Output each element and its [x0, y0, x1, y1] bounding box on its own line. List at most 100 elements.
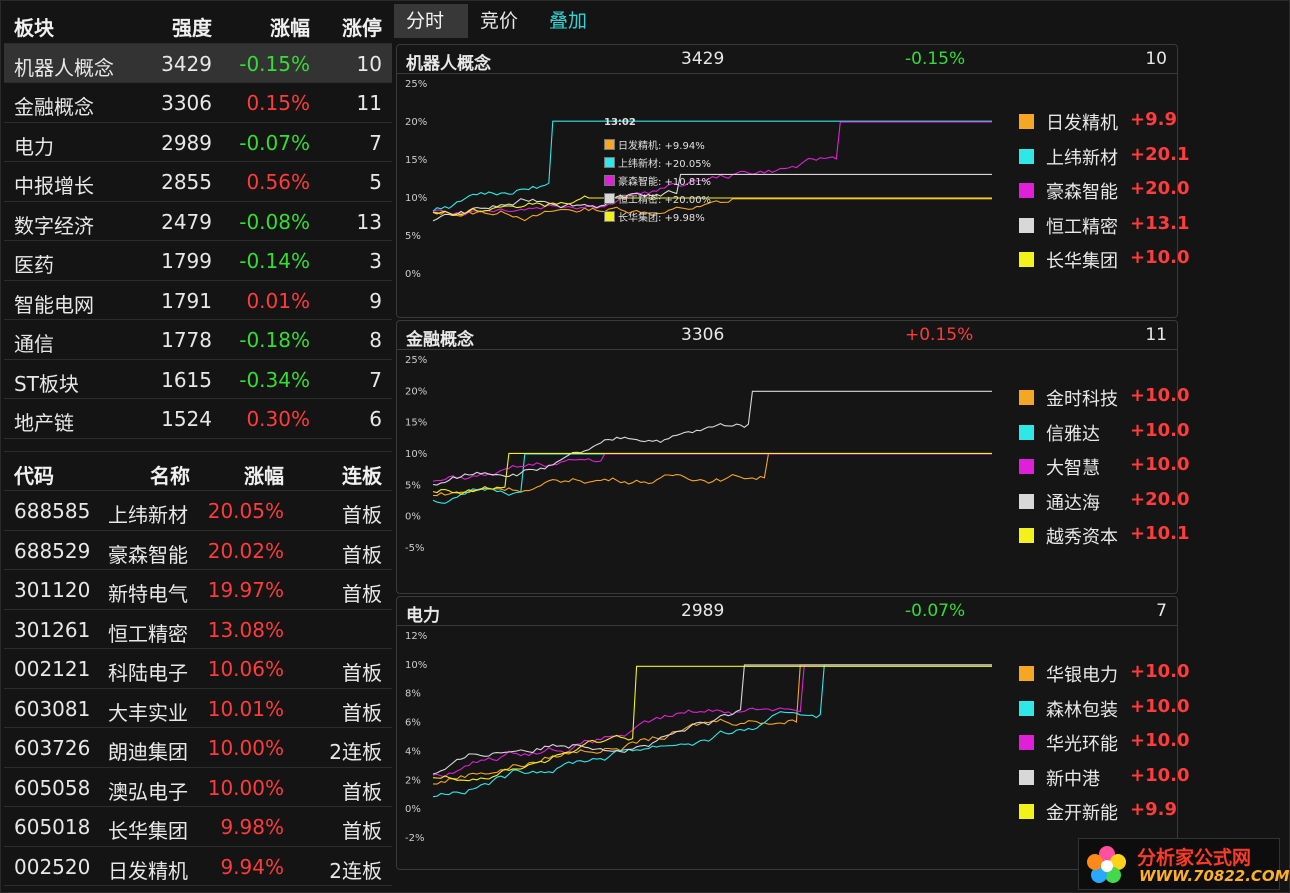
sector-row[interactable]: 智能电网 1791 0.01% 9	[4, 281, 392, 320]
legend-stock-value: +10.0	[1130, 764, 1190, 786]
legend-item[interactable]: 日发精机 +9.9	[1017, 105, 1177, 140]
sector-row[interactable]: 数字经济 2479 -0.08% 13	[4, 202, 392, 241]
legend-swatch	[1019, 493, 1034, 509]
sector-row[interactable]: 医药 1799 -0.14% 3	[4, 241, 392, 281]
legend-item[interactable]: 越秀资本 +10.1	[1017, 519, 1190, 554]
tooltip-value: 日发精机: +9.94%	[618, 141, 705, 152]
legend-item[interactable]: 华光环能 +10.0	[1017, 726, 1190, 761]
series-line	[432, 453, 992, 504]
legend-item[interactable]: 长华集团 +10.0	[1017, 243, 1190, 278]
chart-panel-robot[interactable]: 机器人概念 3429 -0.15% 10 25% 20% 15% 10% 5% 0% 日发精机 +9.…	[396, 44, 1190, 318]
header-name[interactable]: 名称	[150, 463, 190, 488]
stock-change: 20.05%	[207, 499, 284, 523]
sector-strength: 2479	[161, 209, 212, 234]
legend-stock-name: 大智慧	[1046, 458, 1100, 479]
panel-change: -0.07%	[905, 601, 966, 621]
legend-item[interactable]: 信雅达 +10.0	[1017, 416, 1190, 451]
stock-row[interactable]: 688529 豪森智能 20.02% 首板	[4, 531, 392, 570]
sector-row[interactable]: 地产链 1524 0.30% 6	[4, 399, 392, 439]
tooltip-time: 13:02	[604, 117, 636, 128]
stock-row[interactable]: 605018 长华集团 9.98% 首板	[4, 807, 392, 847]
header-stock-change[interactable]: 涨幅	[244, 463, 284, 488]
tooltip-row: 恒工精密: +20.00%	[604, 191, 711, 206]
stock-row[interactable]: 603726 朗迪集团 10.00% 2连板	[4, 728, 392, 768]
legend-item[interactable]: 上纬新材 +20.1	[1017, 140, 1190, 175]
sector-limit-up: 8	[369, 328, 382, 352]
y-tick-label: 0%	[405, 269, 421, 280]
legend-swatch	[1019, 804, 1034, 819]
legend-swatch	[1019, 252, 1034, 267]
stock-name: 长华集团	[108, 819, 188, 843]
chart-panel-power[interactable]: 电力 2989 -0.07% 7 12% 10% 8% 6% 4% 2% 0% -2% 华银电力 +10.…	[396, 596, 1190, 870]
sector-change: -0.08%	[239, 209, 310, 234]
legend-stock-name: 日发精机	[1046, 113, 1118, 134]
chart-panel-finance[interactable]: 金融概念 3306 +0.15% 11 25% 20% 15% 10% 5% 0% -5% 金时科技 +…	[396, 320, 1190, 594]
stock-board: 首板	[342, 542, 382, 567]
y-tick-label: 0%	[405, 804, 421, 815]
sector-name: 电力	[14, 134, 54, 159]
sector-row[interactable]: 通信 1778 -0.18% 8	[4, 320, 392, 360]
stock-change: 10.00%	[207, 775, 284, 800]
legend-stock-name: 金开新能	[1046, 803, 1118, 824]
header-sector[interactable]: 板块	[14, 16, 54, 40]
chart-legend: 日发精机 +9.9 上纬新材 +20.1 豪森智能 +20.0 恒工精密 +13.1 长华集团 +…	[1017, 105, 1190, 278]
legend-item[interactable]: 森林包装 +10.0	[1017, 692, 1190, 727]
stock-row[interactable]: 002520 日发精机 9.94% 2连板	[4, 847, 392, 886]
sector-row[interactable]: ST板块 1615 -0.34% 7	[4, 360, 392, 399]
tab-overlay[interactable]: 叠加	[549, 10, 588, 32]
y-tick-label: 8%	[405, 689, 421, 700]
y-tick-label: 20%	[405, 386, 427, 397]
stock-board: 首板	[342, 700, 382, 725]
tab-auction[interactable]: 竞价	[480, 10, 519, 32]
legend-swatch	[1019, 217, 1034, 233]
stock-row[interactable]: 301261 恒工精密 13.08%	[4, 610, 392, 649]
header-limit-up[interactable]: 涨停	[342, 16, 382, 40]
sector-strength: 1778	[161, 328, 212, 352]
panel-header: 金融概念 3306 +0.15% 11	[397, 321, 1177, 350]
legend-item[interactable]: 恒工精密 +13.1	[1017, 209, 1190, 244]
legend-stock-value: +20.1	[1130, 143, 1190, 165]
legend-item[interactable]: 华银电力 +10.0	[1017, 657, 1190, 692]
stock-row[interactable]: 301120 新特电气 19.97% 首板	[4, 570, 392, 610]
y-tick-label: -5%	[405, 543, 424, 554]
legend-swatch	[1019, 183, 1034, 198]
stock-change: 9.94%	[220, 854, 284, 879]
header-board[interactable]: 连板	[342, 463, 382, 488]
legend-item[interactable]: 豪森智能 +20.0	[1017, 174, 1190, 209]
stock-row[interactable]: 002121 科陆电子 10.06% 首板	[4, 649, 392, 689]
legend-item[interactable]: 金开新能 +9.9	[1017, 795, 1177, 830]
panel-header: 电力 2989 -0.07% 7	[397, 597, 1177, 626]
header-strength[interactable]: 强度	[172, 16, 212, 40]
header-code[interactable]: 代码	[14, 463, 54, 488]
y-tick-label: 25%	[405, 79, 427, 90]
sector-limit-up: 6	[369, 407, 382, 431]
sector-name: 数字经济	[14, 213, 94, 238]
left-panel: 板块 强度 涨幅 涨停 机器人概念 3429 -0.15% 10 金融概念 3306 0.1…	[4, 4, 392, 886]
stock-row[interactable]: 688585 上纬新材 20.05% 首板	[4, 491, 392, 531]
legend-stock-value: +20.0	[1130, 488, 1190, 510]
sector-row[interactable]: 金融概念 3306 0.15% 11	[4, 83, 392, 123]
sector-name: 地产链	[14, 411, 74, 435]
intraday-chart: 25% 20% 15% 10% 5% 0% -5%	[405, 355, 992, 554]
tooltip-row: 上纬新材: +20.05%	[604, 155, 711, 170]
tab-intraday[interactable]: 分时	[394, 4, 468, 38]
legend-item[interactable]: 金时科技 +10.0	[1017, 381, 1190, 416]
legend-stock-value: +13.1	[1130, 212, 1190, 234]
sector-row[interactable]: 机器人概念 3429 -0.15% 10	[4, 43, 392, 83]
sector-strength: 3429	[161, 51, 212, 76]
stock-row[interactable]: 603081 大丰实业 10.01% 首板	[4, 689, 392, 728]
legend-item[interactable]: 通达海 +20.0	[1017, 485, 1190, 520]
stock-row[interactable]: 605058 澳弘电子 10.00% 首板	[4, 768, 392, 807]
sector-change: -0.15%	[239, 51, 310, 76]
sector-row[interactable]: 中报增长 2855 0.56% 5	[4, 162, 392, 202]
sector-name: 医药	[14, 253, 54, 277]
panel-change: -0.15%	[905, 49, 966, 69]
series-line	[432, 665, 992, 782]
series-line	[432, 664, 992, 775]
legend-item[interactable]: 大智慧 +10.0	[1017, 450, 1190, 485]
sector-limit-up: 7	[369, 367, 382, 392]
header-change[interactable]: 涨幅	[270, 16, 310, 40]
legend-stock-name: 华银电力	[1046, 665, 1118, 686]
legend-item[interactable]: 新中港 +10.0	[1017, 761, 1190, 796]
sector-row[interactable]: 电力 2989 -0.07% 7	[4, 123, 392, 162]
